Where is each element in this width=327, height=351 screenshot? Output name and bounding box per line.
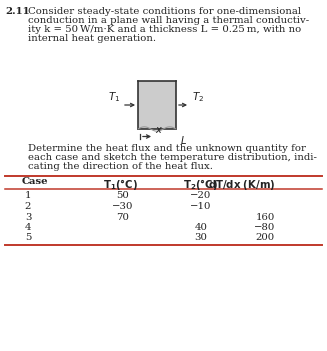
Text: $T_2$: $T_2$ [192,90,204,104]
Text: internal heat generation.: internal heat generation. [28,34,156,43]
Text: 2.11: 2.11 [5,7,30,15]
Text: 40: 40 [195,223,207,232]
Text: $L$: $L$ [180,134,187,146]
Text: conduction in a plane wall having a thermal conductiv-: conduction in a plane wall having a ther… [28,16,309,25]
Text: $\mathbf{dT/dx}$ $\mathbf{(K/m)}$: $\mathbf{dT/dx}$ $\mathbf{(K/m)}$ [208,178,275,192]
Text: $x$: $x$ [155,125,163,135]
Text: Determine the heat flux and the unknown quantity for: Determine the heat flux and the unknown … [28,144,306,153]
Text: Case: Case [22,178,49,186]
Text: $\mathbf{T_2}$$\mathbf{(°C)}$: $\mathbf{T_2}$$\mathbf{(°C)}$ [183,178,218,192]
Text: Consider steady-state conditions for one-dimensional: Consider steady-state conditions for one… [28,7,301,15]
Text: −20: −20 [190,192,212,200]
Text: $\mathbf{T_1}$$\mathbf{(°C)}$: $\mathbf{T_1}$$\mathbf{(°C)}$ [103,178,138,192]
Text: 70: 70 [116,212,129,221]
Text: 160: 160 [256,212,275,221]
Text: $T_1$: $T_1$ [108,90,120,104]
Text: 2: 2 [25,202,31,211]
Text: each case and sketch the temperature distribution, indi-: each case and sketch the temperature dis… [28,153,317,162]
Text: −10: −10 [190,202,212,211]
Text: 3: 3 [25,212,31,221]
Text: 1: 1 [25,192,31,200]
Text: 30: 30 [195,233,207,243]
Text: 5: 5 [25,233,31,243]
Text: 200: 200 [256,233,275,243]
Bar [138,81,176,129]
Text: cating the direction of the heat flux.: cating the direction of the heat flux. [28,163,213,171]
Text: 4: 4 [25,223,31,232]
Text: 50: 50 [117,192,129,200]
Text: −80: −80 [254,223,275,232]
Text: −30: −30 [112,202,134,211]
Text: ity k = 50 W/m·K and a thickness L = 0.25 m, with no: ity k = 50 W/m·K and a thickness L = 0.2… [28,25,301,34]
